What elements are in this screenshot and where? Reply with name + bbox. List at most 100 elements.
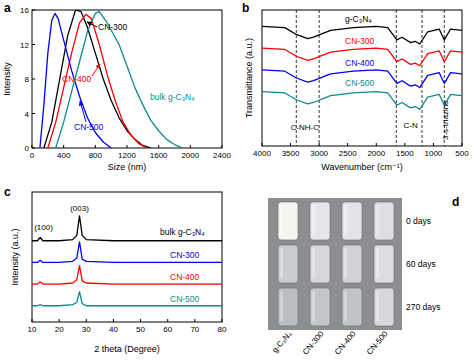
x-tick: [95, 145, 96, 148]
series-label: CN-400: [170, 272, 200, 282]
x-tick-label: 0: [30, 151, 35, 160]
column-label: CN-300: [301, 329, 326, 356]
x-axis-label: 2 theta (Degree): [94, 344, 160, 354]
vial: [342, 202, 362, 240]
y-tick: [32, 113, 35, 114]
panel-a: 040080012001600200024000481216CN-300CN-4…: [2, 1, 231, 172]
column-label: g-C₃N₄: [270, 330, 293, 355]
x-tick-label: 2000: [181, 151, 199, 160]
x-tick-label: 500: [455, 149, 469, 158]
vial-glare: [280, 248, 283, 278]
series-line: [40, 13, 111, 148]
x-tick: [376, 143, 377, 146]
series-line: [32, 266, 222, 284]
annotation: (003): [70, 204, 89, 213]
vial: [278, 245, 298, 283]
photo-background: [268, 198, 402, 330]
x-tick-label: 1500: [396, 149, 414, 158]
vial: [278, 288, 298, 326]
reference-line: [396, 10, 397, 146]
x-tick-label: 2400: [213, 151, 231, 160]
series-label: CN-500: [74, 122, 104, 132]
y-tick-label: 4: [25, 110, 30, 119]
series-label: CN-500: [170, 294, 200, 304]
label-arrow: [92, 64, 100, 76]
series-label: bulk g-C₃N₄: [160, 227, 205, 237]
panel-letter: c: [4, 185, 11, 199]
panel-b: 4000350030002500200015001000500g-C₃N₄CN-…: [242, 1, 469, 172]
x-tick-label: 4000: [253, 149, 271, 158]
reference-line: [422, 10, 423, 146]
x-tick-label: 20: [55, 325, 64, 334]
plot-area: [32, 216, 222, 306]
annotation: 3-s-triazine: [441, 100, 450, 140]
x-tick: [347, 143, 348, 146]
vial-glare: [344, 291, 347, 321]
vial-glare: [376, 291, 379, 321]
x-tick-label: 2000: [367, 149, 385, 158]
column-label: CN-500: [365, 329, 390, 356]
panel-d: 0 days60 days270 daysg-C₃N₄CN-300CN-400C…: [268, 195, 459, 356]
annotation: (100): [34, 223, 53, 232]
series-line: [262, 70, 462, 88]
annotation: C-NH-C: [291, 123, 320, 132]
panel-letter: a: [4, 1, 11, 15]
x-tick-label: 800: [89, 151, 103, 160]
panel-letter: d: [452, 195, 459, 209]
vial-glare: [280, 205, 283, 235]
x-tick: [433, 143, 434, 146]
vial-glare: [344, 205, 347, 235]
x-tick: [290, 143, 291, 146]
series-label: CN-300: [170, 250, 200, 260]
series-label: bulk g-C₃N₄: [150, 92, 195, 102]
x-tick: [190, 145, 191, 148]
x-tick-label: 2500: [339, 149, 357, 158]
series-label: g-C₃N₄: [345, 14, 372, 24]
figure: 040080012001600200024000481216CN-300CN-4…: [0, 0, 474, 360]
vial-glare: [312, 248, 315, 278]
x-tick: [127, 145, 128, 148]
y-tick-label: 0: [25, 144, 30, 153]
row-label: 270 days: [406, 302, 441, 312]
vial: [278, 202, 298, 240]
vial-glare: [344, 248, 347, 278]
x-tick: [222, 319, 223, 322]
series-line: [44, 10, 151, 148]
x-tick: [262, 143, 263, 146]
vial: [374, 245, 394, 283]
x-tick-label: 10: [28, 325, 37, 334]
series-label: CN-400: [62, 74, 92, 84]
x-tick-label: 50: [136, 325, 145, 334]
series-label: CN-300: [98, 22, 128, 32]
x-tick: [158, 145, 159, 148]
y-tick: [32, 44, 35, 45]
plot-area: [40, 10, 183, 148]
y-tick: [32, 148, 35, 149]
vial: [374, 288, 394, 326]
column-label: CN-400: [333, 329, 358, 356]
label-arrow: [87, 22, 97, 27]
series-line: [32, 242, 222, 263]
series-line: [32, 292, 222, 306]
vial: [310, 202, 330, 240]
frame: [32, 192, 222, 322]
vial-glare: [280, 291, 283, 321]
series-label: CN-500: [345, 78, 375, 88]
x-tick-label: 1200: [118, 151, 136, 160]
row-label: 0 days: [406, 216, 431, 226]
x-tick: [140, 319, 141, 322]
x-tick-label: 70: [190, 325, 199, 334]
x-tick-label: 80: [218, 325, 227, 334]
x-tick-label: 40: [109, 325, 118, 334]
annotation: C-N: [403, 121, 417, 130]
x-tick-label: 3500: [282, 149, 300, 158]
series-line: [32, 216, 222, 241]
vial-glare: [312, 291, 315, 321]
x-tick: [194, 319, 195, 322]
y-axis-label: Intensity: [2, 62, 12, 96]
panel-letter: b: [242, 1, 249, 15]
x-axis-label: Wavenumber (cm⁻¹): [321, 162, 402, 172]
y-axis-label: Transmittance (a.u.): [244, 38, 254, 118]
panel-c: 1020304050607080bulk g-C₃N₄CN-300CN-400C…: [4, 185, 227, 354]
vial: [374, 202, 394, 240]
